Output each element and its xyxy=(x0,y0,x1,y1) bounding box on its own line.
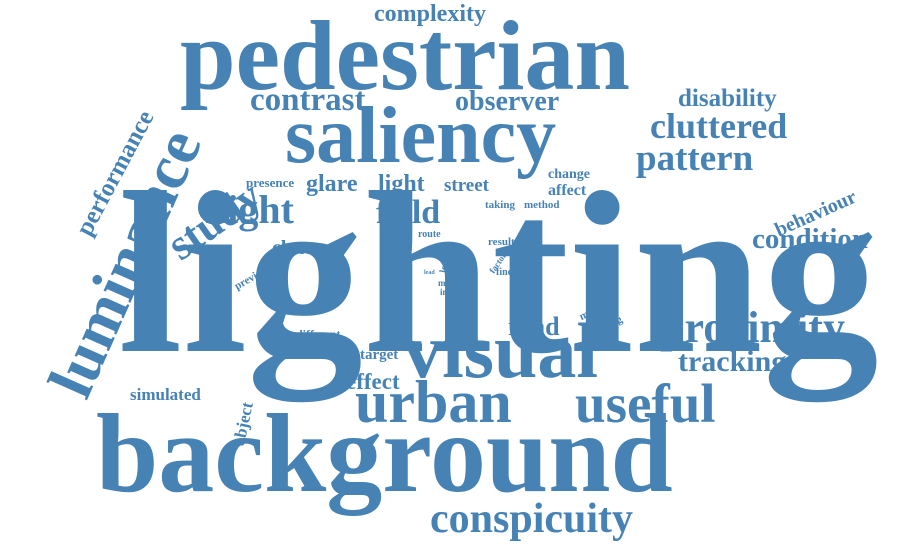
word-background: background xyxy=(96,392,673,516)
word-night: night xyxy=(205,187,294,232)
word-result: result xyxy=(488,236,515,248)
word-saliency: saliency xyxy=(285,92,557,180)
word-disability: disability xyxy=(678,85,777,112)
word-contrast: contrast xyxy=(250,82,366,118)
word-more: more xyxy=(438,278,458,288)
word-taking: taking xyxy=(485,199,515,211)
word-clutter: clutter xyxy=(272,237,329,259)
word-target: target xyxy=(360,347,399,363)
word-complexity: complexity xyxy=(374,1,486,27)
word-effect: effect xyxy=(346,369,400,394)
word-pattern: pattern xyxy=(636,138,754,179)
word-cluttered: cluttered xyxy=(650,106,788,146)
word-method: method xyxy=(524,199,560,211)
word-presence: presence xyxy=(246,175,295,190)
word-lead: lead xyxy=(424,270,435,276)
word-different: different xyxy=(296,327,341,341)
word-visual: visual xyxy=(403,307,599,394)
word-field: field xyxy=(376,194,441,231)
word-lighting: lighting xyxy=(118,145,879,402)
word-urban: urban xyxy=(355,369,512,435)
word-change: change xyxy=(548,167,590,182)
word-pedestrian: pedestrian xyxy=(180,0,630,111)
word-condition: condition xyxy=(752,223,869,255)
word-street: street xyxy=(444,175,490,196)
word-addr: addr xyxy=(450,267,465,275)
word-image: image xyxy=(440,287,463,297)
word-affect: affect xyxy=(548,182,587,199)
word-finding: finding xyxy=(496,267,527,278)
word-proximity: proximity xyxy=(660,303,845,352)
word-route: route xyxy=(418,229,441,240)
word-observer: observer xyxy=(455,86,560,117)
word-simulated: simulated xyxy=(130,385,201,404)
word-glare: glare xyxy=(306,171,358,197)
word-useful: useful xyxy=(575,373,716,434)
word-tracking: tracking xyxy=(678,345,787,378)
word-road: road xyxy=(508,312,560,341)
word-conspicuity: conspicuity xyxy=(430,496,634,542)
word-light: light xyxy=(378,171,425,197)
